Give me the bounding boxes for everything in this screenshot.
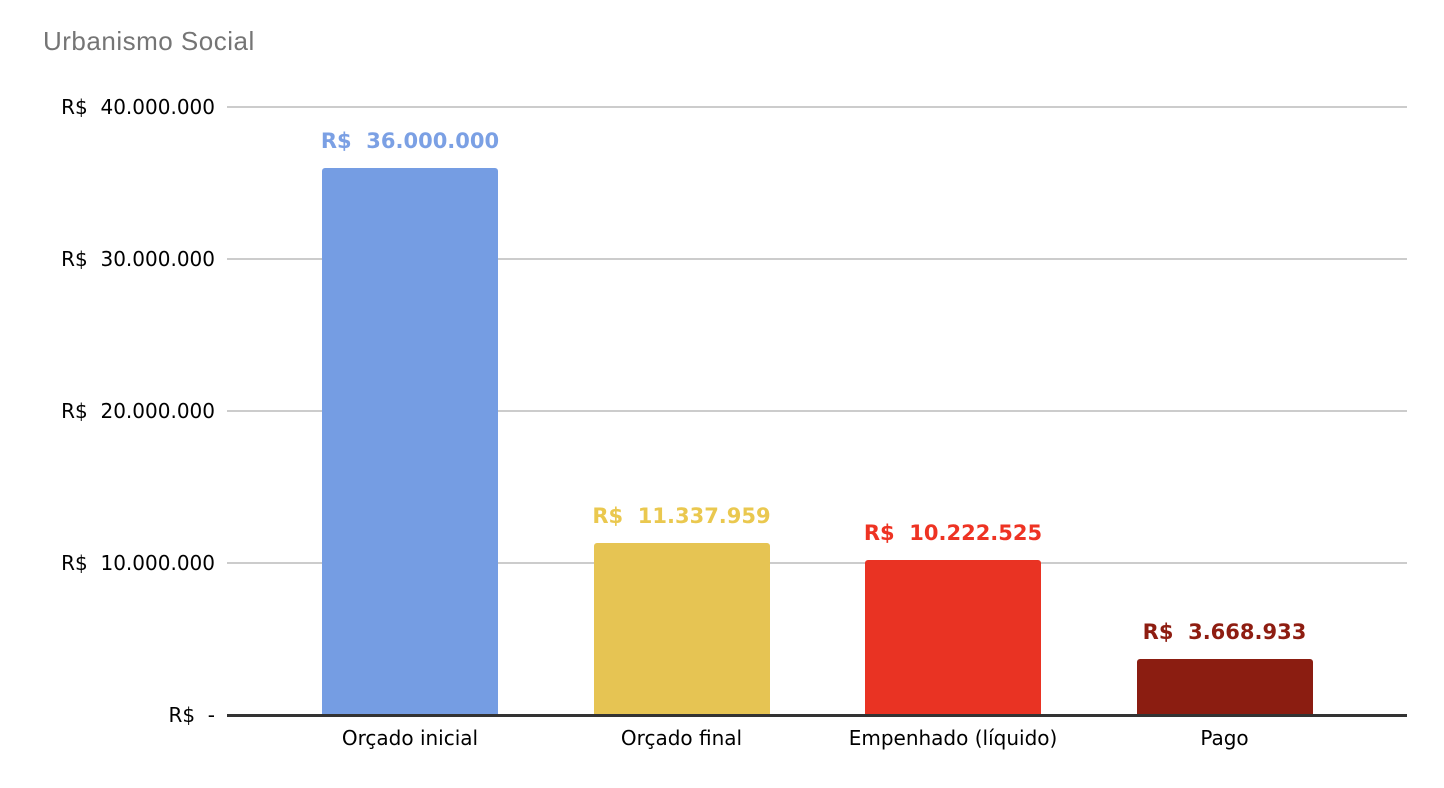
x-axis-baseline: [227, 713, 1407, 717]
y-axis-tick-label: R$ 30.000.000: [61, 247, 215, 271]
x-axis-category-label-orcado-final: Orçado final: [620, 726, 743, 750]
gridline: [227, 562, 1407, 564]
x-axis-category-label-orcado-inicial: Orçado inicial: [341, 726, 479, 750]
y-axis-tick-label: R$ 10.000.000: [61, 551, 215, 575]
bar-empenhado-liquido[interactable]: [865, 559, 1041, 715]
bar-value-label-orcado-inicial: R$ 36.000.000: [320, 128, 500, 153]
x-axis-category-label-empenhado-liquido: Empenhado (líquido): [848, 726, 1058, 750]
bar-orcado-final[interactable]: [593, 542, 770, 715]
bar-value-label-orcado-final: R$ 11.337.959: [592, 503, 771, 528]
y-axis-tick-label: R$ 20.000.000: [61, 399, 215, 423]
gridline: [227, 410, 1407, 412]
bar-value-label-pago: R$ 3.668.933: [1142, 620, 1307, 645]
chart-title: Urbanismo Social: [43, 26, 255, 56]
bar-orcado-inicial[interactable]: [322, 167, 498, 715]
gridline: [227, 106, 1407, 108]
gridline: [227, 258, 1407, 260]
x-axis-category-label-pago: Pago: [1200, 726, 1249, 750]
bar-pago[interactable]: [1136, 659, 1313, 715]
y-axis-tick-label: R$ 40.000.000: [61, 95, 215, 119]
y-axis-tick-label: R$ -: [168, 703, 215, 727]
bar-value-label-empenhado-liquido: R$ 10.222.525: [863, 520, 1043, 545]
